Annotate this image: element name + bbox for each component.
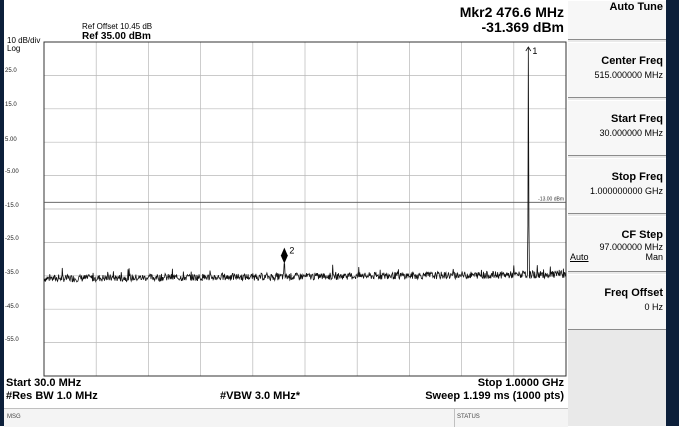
y-tick-label: -25.0 [5,236,19,242]
start-freq-button[interactable]: Start Freq 30.000000 MHz [568,100,666,156]
stop-freq-label: Stop Freq [611,171,663,183]
marker-readout-freq: Mkr2 476.6 MHz [459,4,564,20]
marker-2: 2 [280,246,294,264]
freq-offset-button[interactable]: Freq Offset 0 Hz [568,274,666,330]
center-freq-button[interactable]: Center Freq 515.000000 MHz [568,42,666,98]
y-tick-label: 15.0 [5,102,17,108]
center-freq-label: Center Freq [601,55,663,67]
start-freq-label: Start Freq [611,113,663,125]
cf-step-auto-option: Auto [570,252,589,262]
msg-label: MSG [7,414,21,420]
stop-freq-button[interactable]: Stop Freq 1.000000000 GHz [568,158,666,214]
y-tick-label: -35.0 [5,270,19,276]
stop-freq-value: 1.000000000 GHz [589,186,663,196]
marker-2-diamond [280,247,288,264]
status-separator [454,409,455,427]
scale-label: 10 dB/div [7,36,41,45]
y-tick-label: -5.00 [5,169,19,175]
window-frame-left [0,0,4,426]
marker-1-arrow [525,46,532,52]
cf-step-value: 97.000000 MHz [599,242,663,252]
cf-step-label: CF Step [621,229,663,241]
limit-line-label: -13.00 dBm [538,196,564,202]
scale-type: Log [7,44,21,53]
freq-offset-value: 0 Hz [644,302,663,312]
ref-level: Ref 35.00 dBm [82,31,151,42]
marker-readout-amp: -31.369 dBm [481,19,564,35]
y-tick-label: -15.0 [5,203,19,209]
marker-2-label: 2 [289,246,294,256]
plot-border [43,41,567,377]
stop-freq-readout: Stop 1.0000 GHz [477,377,564,389]
analyzer-screen: 10 dB/div Log Ref Offset 10.45 dB Ref 35… [4,0,568,426]
y-tick-label: 5.00 [5,137,17,143]
spectrum-plot: -13.00 dBm 1 2 [43,41,567,377]
vbw-readout: #VBW 3.0 MHz* [220,390,301,402]
sweep-readout: Sweep 1.199 ms (1000 pts) [425,390,564,402]
auto-tune-label: Auto Tune [609,1,663,13]
y-tick-label: 25.0 [5,68,17,74]
status-label: STATUS [457,414,480,420]
cf-step-button[interactable]: CF Step 97.000000 MHz Auto Man [568,216,666,272]
start-freq-readout: Start 30.0 MHz [6,377,82,389]
freq-offset-label: Freq Offset [604,287,663,299]
y-tick-label: -45.0 [5,304,19,310]
marker-1-label: 1 [532,46,537,56]
y-tick-label: -55.0 [5,337,19,343]
rbw-readout: #Res BW 1.0 MHz [6,390,98,402]
start-freq-value: 30.000000 MHz [599,128,663,138]
auto-tune-button[interactable]: Auto Tune [568,0,666,40]
status-bar: MSG STATUS [4,408,568,427]
marker-1: 1 [525,46,537,56]
window-frame-right [666,0,679,426]
cf-step-man-option: Man [645,252,663,262]
spectrum-trace [43,47,567,283]
softkey-panel: Auto Tune Center Freq 515.000000 MHz Sta… [568,0,666,426]
ref-offset: Ref Offset 10.45 dB [82,22,153,31]
center-freq-value: 515.000000 MHz [594,70,663,80]
